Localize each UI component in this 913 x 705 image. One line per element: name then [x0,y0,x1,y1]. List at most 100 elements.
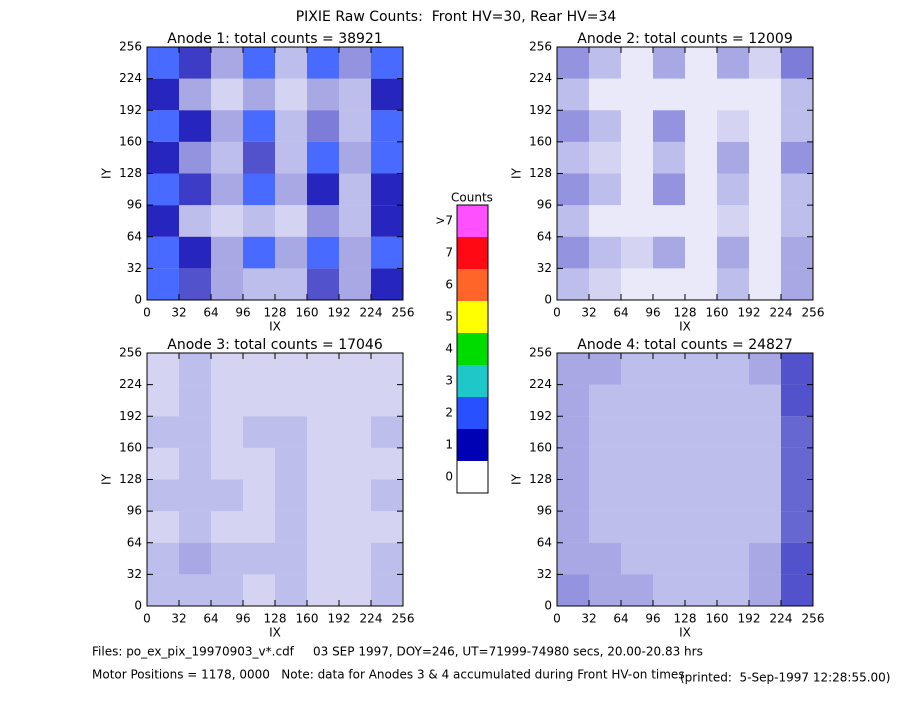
heat-cell [179,384,211,417]
heat-cell [717,110,749,142]
heat-cell [749,384,781,417]
colorbar-tick-label: 7 [445,246,453,260]
x-tick-label: 224 [770,612,793,626]
heat-cell [147,236,179,269]
y-axis-label: IY [100,473,114,485]
y-tick-label: 256 [529,346,552,360]
heat-cell [339,447,371,480]
heat-cell [749,574,781,606]
heat-cell [275,205,307,237]
x-tick-label: 0 [143,306,151,320]
colorbar-tick-label: 3 [445,374,453,388]
heat-cell [275,384,307,417]
heat-cell [243,574,275,606]
heat-cell [275,511,307,543]
heat-cell [717,479,749,512]
heat-cell [211,353,243,385]
heat-cell [371,78,403,111]
heat-cell [179,542,211,575]
heat-cell [621,542,653,575]
heat-cell [685,173,717,206]
heat-cell [179,268,211,300]
heat-cell [179,173,211,206]
y-tick-label: 192 [119,103,142,117]
heat-cell [275,447,307,480]
heat-cell [147,447,179,480]
heat-cell [749,78,781,111]
y-tick-label: 64 [537,229,552,243]
heat-cell [243,542,275,575]
heat-cell [339,110,371,142]
colorbar-cell [457,237,488,269]
heat-cell [275,78,307,111]
heat-cell [621,47,653,79]
heat-cell [179,110,211,142]
y-tick-label: 256 [529,40,552,54]
heat-cell [371,511,403,543]
heat-cell [621,384,653,417]
panel-title: Anode 2: total counts = 12009 [577,31,792,47]
heat-cell [589,542,621,575]
heat-cell [557,110,589,142]
y-axis-label: IY [100,167,114,179]
heat-cell [653,110,685,142]
heat-cell [307,78,339,111]
heat-cell [211,574,243,606]
x-tick-label: 160 [296,306,319,320]
heat-cell [717,173,749,206]
heat-cell [179,416,211,448]
heat-cell [307,479,339,512]
heat-cell [339,173,371,206]
heat-cell [307,542,339,575]
heat-cell [179,236,211,269]
heat-cell [307,173,339,206]
heat-cell [147,205,179,237]
heat-cell [749,353,781,385]
x-tick-label: 96 [235,612,250,626]
heat-cell [211,110,243,142]
heat-cell [653,141,685,174]
heat-cell [371,542,403,575]
heat-cell [653,447,685,480]
heat-cell [557,384,589,417]
heat-cell [147,542,179,575]
heat-cell [781,236,813,269]
colorbar-frame [456,204,489,494]
y-tick-label: 224 [119,377,142,391]
heat-cell [781,447,813,480]
heat-cell [339,384,371,417]
heat-cell [339,205,371,237]
x-tick-label: 0 [553,306,561,320]
heat-cell [243,479,275,512]
heat-cell [653,511,685,543]
x-tick-label: 192 [738,612,761,626]
heat-cell [339,141,371,174]
heat-cell [147,47,179,79]
x-tick-label: 256 [802,612,825,626]
heat-cell [147,78,179,111]
heat-cell [653,173,685,206]
heat-cell [371,268,403,300]
y-axis-label: IY [510,167,524,179]
x-tick-label: 64 [613,612,628,626]
heat-cell [211,236,243,269]
heat-cell [653,78,685,111]
colorbar-cell [457,205,488,237]
heat-cell [589,110,621,142]
y-tick-label: 224 [529,377,552,391]
colorbar-tick-label: 6 [445,278,453,292]
heat-cell [275,574,307,606]
heat-cell [653,479,685,512]
heat-cell [371,574,403,606]
colorbar-title: Counts [451,191,493,205]
heat-cell [781,353,813,385]
y-tick-label: 0 [544,293,552,307]
heat-cell [211,141,243,174]
heat-cell [749,511,781,543]
heat-cell [717,353,749,385]
y-tick-label: 128 [529,166,552,180]
heat-cell [653,542,685,575]
heat-cell [211,205,243,237]
x-tick-label: 32 [171,612,186,626]
heat-cell [557,353,589,385]
